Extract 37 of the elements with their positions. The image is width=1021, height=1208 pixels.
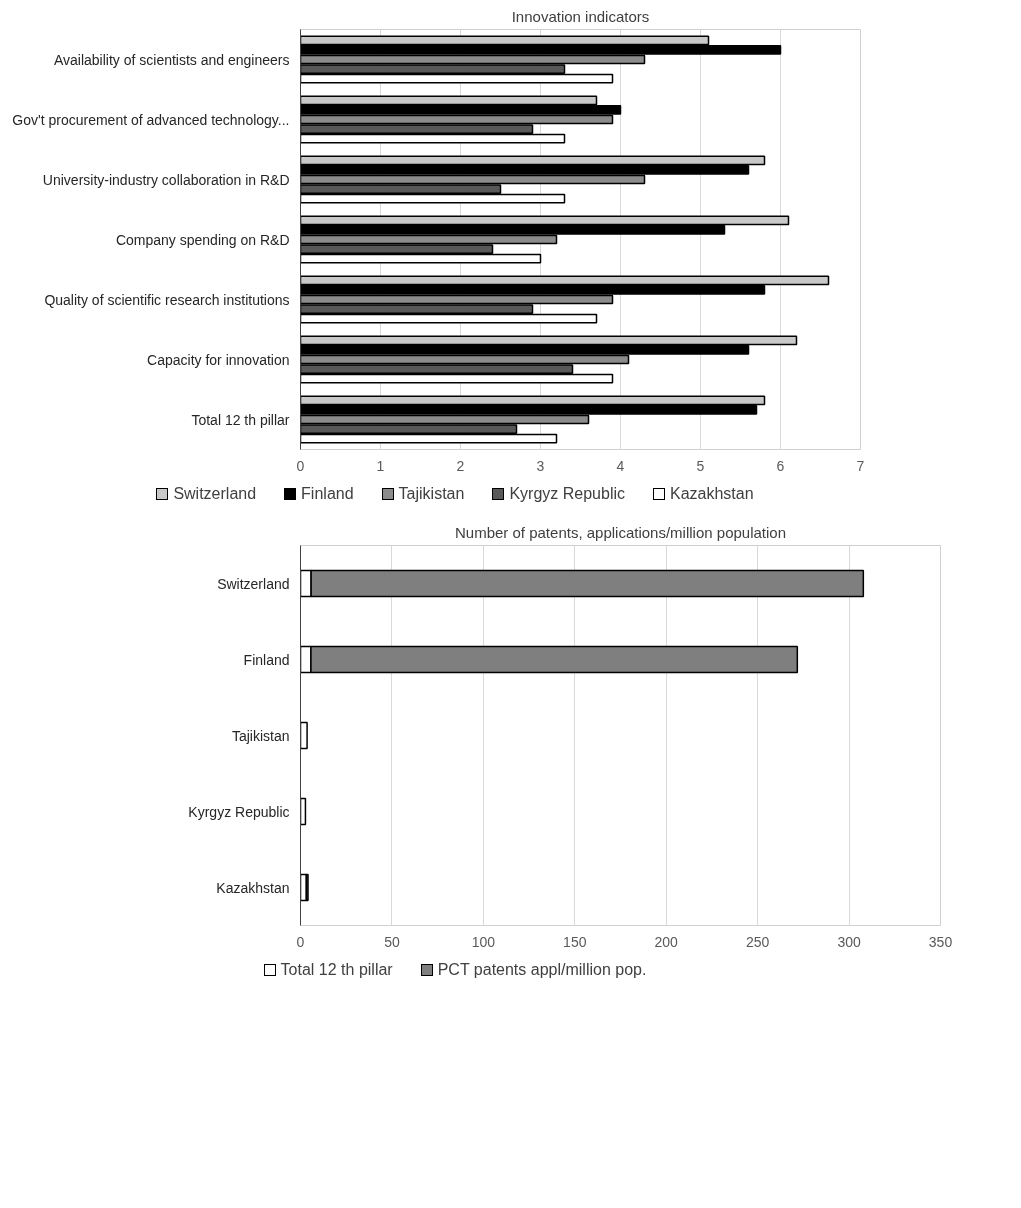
bar [300,721,308,750]
x-tick-label: 350 [928,933,953,950]
x-tick-label: 250 [745,933,770,950]
legend-label: Tajikistan [397,484,465,504]
legend-label: PCT patents appl/million pop. [436,959,647,980]
y-tick-label: Finland [243,651,290,668]
x-tick-label: 5 [696,457,705,474]
x-tick-label: 0 [296,933,305,950]
x-tick-label: 100 [471,933,496,950]
legend-label: Total 12 th pillar [279,959,393,980]
legend-label: Finland [300,484,354,504]
chart-title: Innovation indicators [511,7,650,25]
x-tick-label: 4 [616,457,625,474]
x-tick-label: 150 [563,933,587,950]
y-tick-label: Kyrgyz Republic [188,803,290,820]
y-tick-label: Company spending on R&D [115,231,290,248]
x-tick-label: 50 [384,933,400,950]
x-tick-label: 6 [776,457,785,474]
y-tick-label: Total 12 th pillar [191,411,290,428]
y-tick-label: Availability of scientists and engineers [53,51,290,68]
x-tick-label: 2 [456,457,465,474]
legend-label: Kazakhstan [669,484,754,504]
y-tick-label: Tajikistan [231,727,290,744]
x-tick-label: 7 [856,457,865,474]
x-tick-label: 1 [376,457,385,474]
legend-label: Kyrgyz Republic [508,484,625,504]
x-tick-label: 200 [654,933,679,950]
x-tick-label: 3 [536,457,545,474]
y-tick-label: Quality of scientific research institutions [44,291,290,308]
x-tick-label: 300 [837,933,861,950]
y-tick-label: Gov't procurement of advanced technology... [12,111,290,128]
y-tick-label: Capacity for innovation [147,351,290,368]
x-tick-label: 0 [296,457,305,474]
y-tick-label: Kazakhstan [216,879,290,896]
chart-title: Number of patents, applications/million population [454,523,787,541]
y-tick-label: Switzerland [217,575,290,592]
y-tick-label: University-industry collaboration in R&D [42,171,290,188]
